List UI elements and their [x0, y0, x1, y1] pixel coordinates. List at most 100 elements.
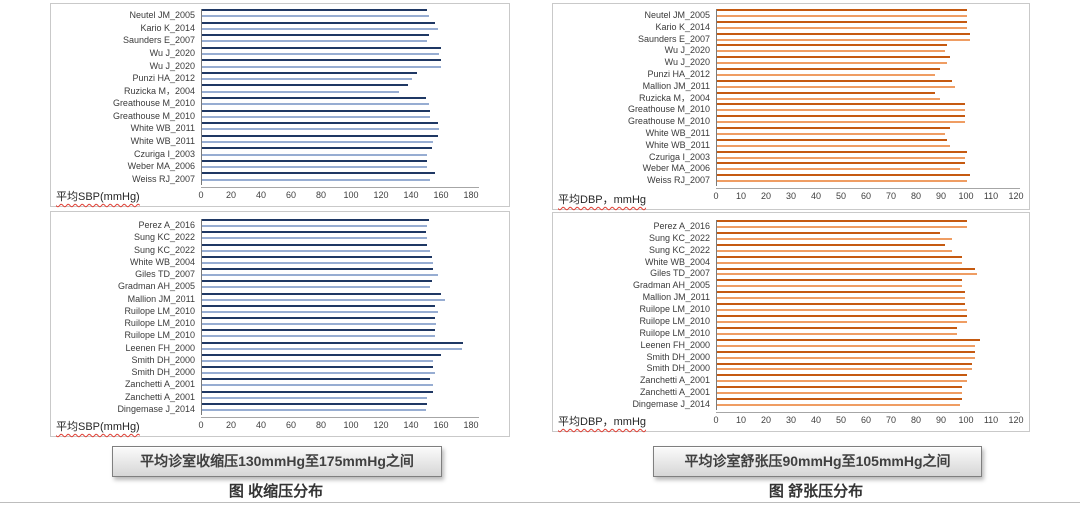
- category-label: Giles TD_2007: [135, 269, 195, 279]
- bar-dark: [202, 47, 441, 49]
- bar-light: [717, 180, 967, 182]
- x-tick-label: 110: [983, 191, 999, 201]
- category-axis-line: [201, 9, 202, 185]
- bar-light: [202, 348, 462, 350]
- bar-dark: [717, 303, 965, 305]
- category-label: Ruilope LM_2010: [639, 328, 710, 338]
- bar-light: [202, 323, 436, 325]
- category-label: Czuriga I_2003: [133, 149, 195, 159]
- category-label: Ruilope LM_2010: [124, 318, 195, 328]
- bar-dark: [717, 256, 962, 258]
- bar-dark: [202, 110, 430, 112]
- bar-light: [202, 141, 433, 143]
- bar-dark: [717, 139, 947, 141]
- category-label: Mallion JM_2011: [642, 292, 710, 302]
- bar-light: [717, 157, 965, 159]
- bar-dark: [717, 363, 972, 365]
- category-label: Perez A_2016: [653, 221, 710, 231]
- x-tick-label: 120: [373, 190, 389, 200]
- bar-dark: [202, 97, 426, 99]
- chart-dbp-top: Neutel JM_2005 Kario K_2014 Saunders E_200…: [552, 3, 1030, 210]
- bar-light: [202, 311, 438, 313]
- x-axis-line: [716, 188, 1020, 189]
- category-label: Smith DH_2000: [646, 352, 710, 362]
- x-axis-title: 平均DBP，mmHg: [558, 194, 647, 206]
- bar-light: [717, 321, 967, 323]
- category-label: Saunders E_2007: [637, 34, 710, 44]
- bar-light: [202, 237, 427, 239]
- bar-dark: [202, 172, 435, 174]
- x-axis-title: 平均SBP(mmHg): [56, 421, 140, 433]
- x-tick-label: 100: [343, 420, 359, 430]
- x-tick-label: 140: [403, 190, 419, 200]
- bar-light: [202, 372, 435, 374]
- bar-dark: [717, 92, 935, 94]
- x-tick-label: 60: [860, 415, 871, 425]
- bar-light: [202, 299, 445, 301]
- bar-dark: [202, 135, 438, 137]
- bar-light: [202, 166, 427, 168]
- bar-light: [202, 103, 429, 105]
- x-tick-label: 10: [735, 191, 746, 201]
- category-label: White WB_2011: [645, 128, 710, 138]
- bar-dark: [202, 231, 426, 233]
- x-tick-label: 110: [983, 415, 999, 425]
- category-label: Leenen FH_2000: [640, 340, 710, 350]
- category-label: Zanchetti A_2001: [124, 392, 195, 402]
- category-axis-line: [716, 220, 717, 410]
- x-tick-label: 20: [225, 190, 236, 200]
- x-tick-label: 30: [785, 415, 796, 425]
- category-label: Zanchetti A_2001: [639, 375, 710, 385]
- category-label: Greathouse M_2010: [627, 104, 710, 114]
- x-tick-label: 160: [433, 420, 449, 430]
- bar-dark: [202, 22, 435, 24]
- bar-dark: [202, 403, 427, 405]
- x-tick-label: 90: [935, 191, 946, 201]
- x-tick-label: 60: [285, 420, 296, 430]
- bar-light: [717, 133, 945, 135]
- bar-dark: [717, 127, 950, 129]
- x-tick-label: 140: [403, 420, 419, 430]
- bar-light: [717, 262, 962, 264]
- category-label: Zanchetti A_2001: [124, 379, 195, 389]
- bar-dark: [717, 339, 980, 341]
- category-label: Wu J_2020: [149, 61, 195, 71]
- bar-dark: [202, 59, 441, 61]
- bar-dark: [202, 256, 432, 258]
- category-label: Mallion JM_2011: [642, 81, 710, 91]
- category-label: Greathouse M_2010: [627, 116, 710, 126]
- bar-dark: [717, 174, 970, 176]
- x-tick-label: 70: [885, 191, 896, 201]
- bar-light: [202, 262, 433, 264]
- x-tick-label: 20: [760, 191, 771, 201]
- category-label: Smith DH_2000: [131, 355, 195, 365]
- x-axis-line: [201, 417, 479, 418]
- bar-light: [717, 145, 950, 147]
- category-label: Sung KC_2022: [133, 232, 195, 242]
- category-axis-line: [201, 219, 202, 415]
- bar-light: [717, 297, 965, 299]
- bar-light: [202, 225, 427, 227]
- bar-light: [717, 121, 965, 123]
- category-label: Kario K_2014: [140, 23, 195, 33]
- bar-light: [202, 335, 435, 337]
- category-label: Dingemase J_2014: [117, 404, 195, 414]
- chart-sbp-top: Neutel JM_2005 Kario K_2014 Saunders E_200…: [50, 3, 510, 207]
- bar-light: [717, 168, 960, 170]
- category-label: White WB_2004: [129, 257, 195, 267]
- bar-light: [717, 357, 975, 359]
- category-label: Sung KC_2022: [648, 233, 710, 243]
- category-label: Gradman AH_2005: [632, 280, 710, 290]
- category-label: Mallion JM_2011: [127, 294, 195, 304]
- x-tick-label: 0: [713, 415, 719, 425]
- bar-light: [202, 409, 426, 411]
- bar-dark: [717, 115, 965, 117]
- sbp-range-note: 平均诊室收缩压130mmHg至175mmHg之间: [112, 446, 442, 477]
- x-tick-label: 40: [810, 191, 821, 201]
- category-label: Zanchetti A_2001: [639, 387, 710, 397]
- bar-light: [202, 384, 433, 386]
- bar-light: [202, 53, 439, 55]
- x-tick-label: 80: [315, 190, 326, 200]
- chart-sbp-bottom: Perez A_2016 Sung KC_2022 Sung KC_2022 Whit…: [50, 211, 510, 437]
